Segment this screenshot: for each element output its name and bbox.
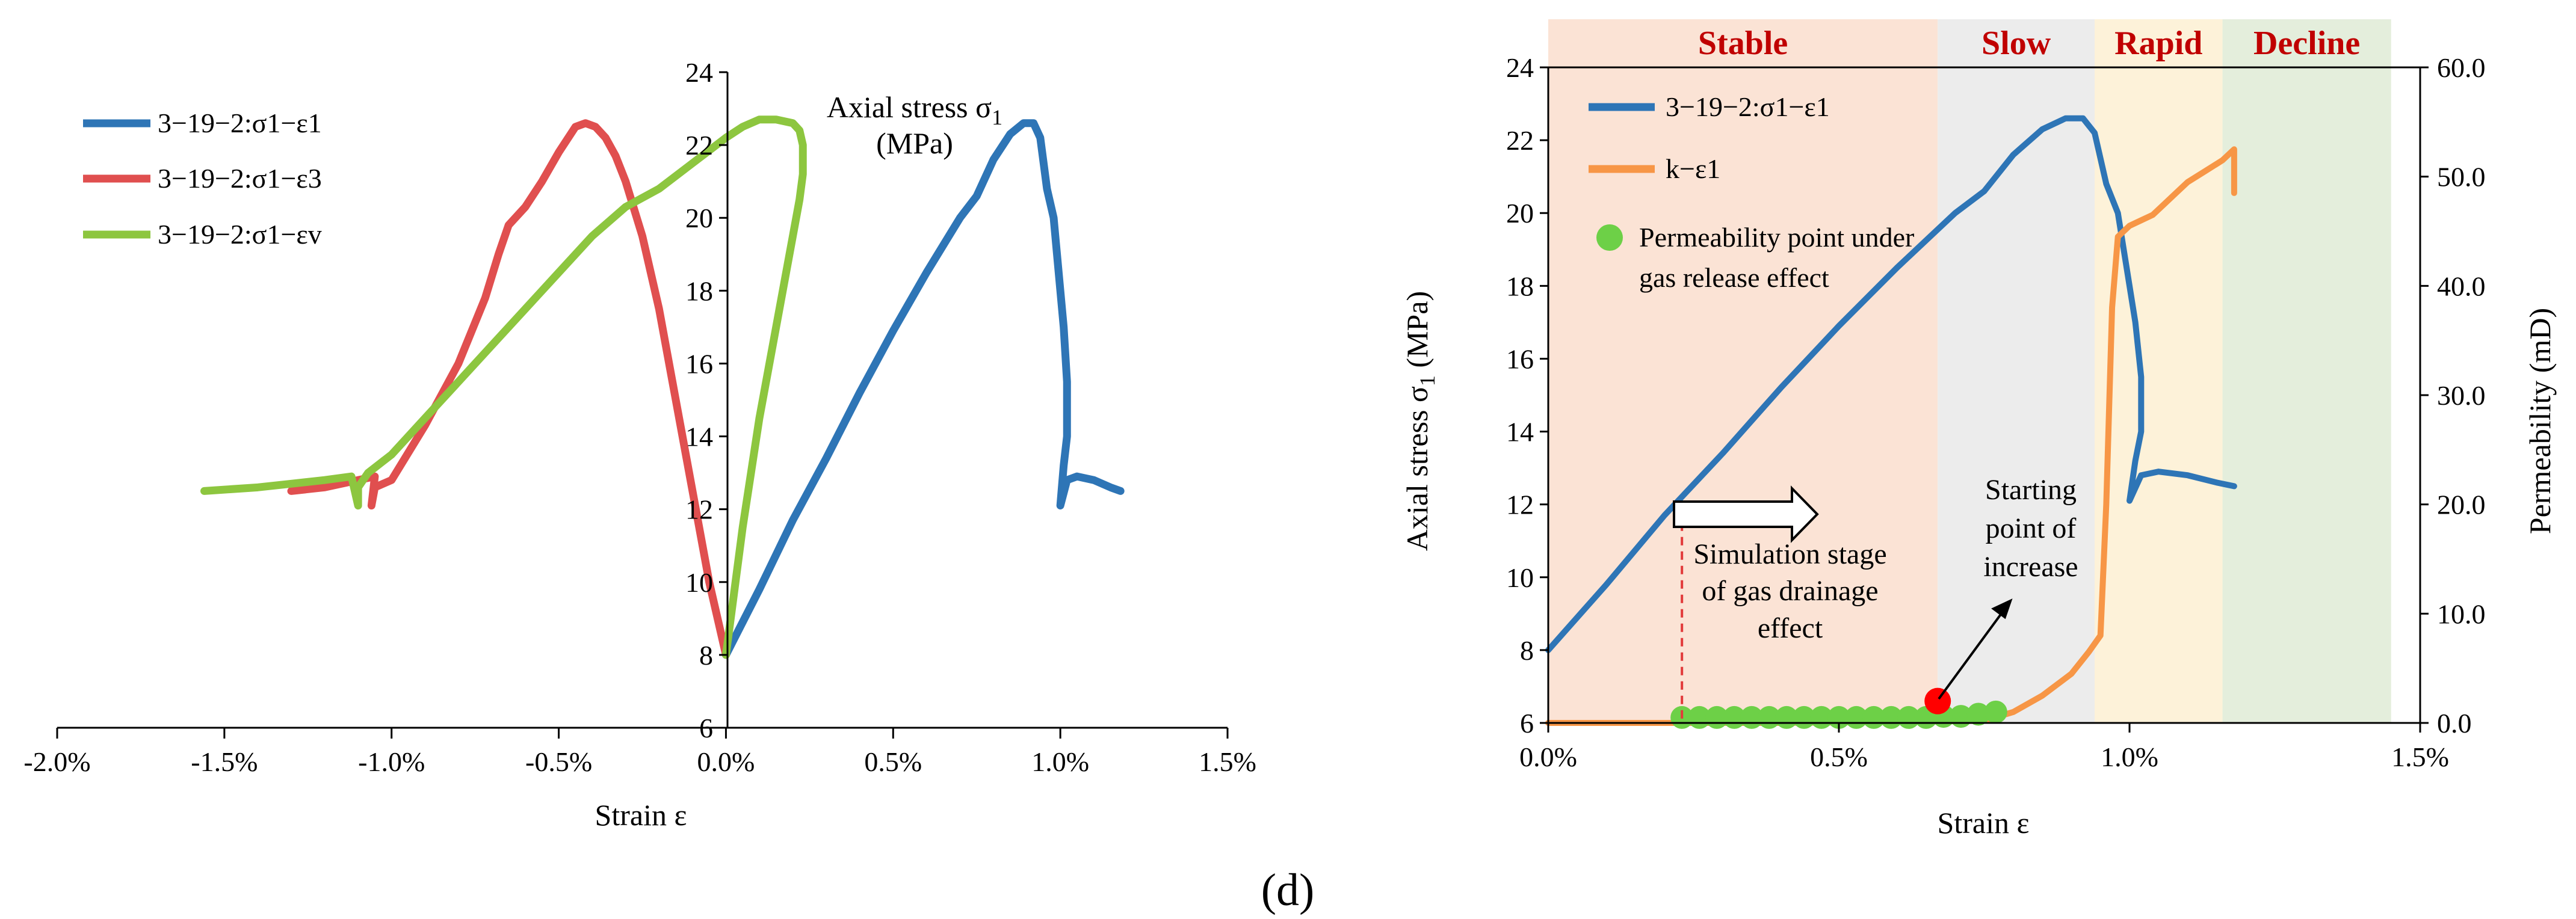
starting-arrow-line (1938, 607, 2006, 700)
stage-label-slow: Slow (1981, 25, 2051, 62)
stage-band-slow (1938, 19, 2095, 723)
left-x-tick-label: -1.5% (191, 746, 258, 777)
left-y-tick-label: 16 (685, 348, 713, 379)
stage-band-rapid (2095, 19, 2223, 723)
right-x-ticks: 0.0% 0.5% 1.0% 1.5% (1519, 723, 2449, 772)
left-y-ticks: 6 8 10 12 14 16 18 20 22 24 (685, 57, 727, 743)
left-y-axis-title-sub: 1 (992, 105, 1002, 129)
left-legend-label-ev: 3−19−2:σ1−εv (158, 219, 322, 250)
right-y-ticks: 6 8 10 12 14 16 18 20 22 24 (1506, 52, 1548, 739)
left-legend: 3−19−2:σ1−ε1 3−19−2:σ1−ε3 3−19−2:σ1−εv (83, 108, 322, 250)
starting-text-2: point of (1986, 512, 2077, 544)
left-y-tick-label: 6 (699, 713, 713, 743)
right-x-tick-label: 1.0% (2101, 742, 2158, 772)
right-y-tick-label: 22 (1506, 125, 1534, 156)
simulation-text-2: of gas drainage (1702, 575, 1878, 607)
left-series-line-3-19-2-1-3 (287, 119, 730, 659)
right-y2-axis-title: Permeability (mD) (2523, 308, 2557, 534)
left-y-tick-label: 10 (685, 567, 713, 598)
starting-arrow-head-icon (1991, 598, 2013, 619)
right-y-tick-label: 16 (1506, 343, 1534, 374)
stage-label-decline: Decline (2253, 25, 2360, 62)
right-legend-marker-points (1596, 224, 1623, 251)
stage-label-rapid: Rapid (2114, 25, 2202, 62)
right-y2-ticks: 0.0 10.0 20.0 30.0 40.0 50.0 60.0 (2420, 52, 2486, 739)
left-y-axis-title-main: Axial stress σ (827, 90, 992, 124)
left-x-tick-label: -2.0% (23, 746, 90, 777)
right-y2-tick-label: 0.0 (2437, 708, 2472, 739)
left-x-tick-label: -1.0% (358, 746, 425, 777)
right-y2-tick-label: 10.0 (2437, 598, 2486, 629)
stage-band-decline (2222, 19, 2391, 723)
right-y2-tick-label: 40.0 (2437, 271, 2486, 301)
left-x-axis-title: Strain ε (595, 798, 687, 832)
left-y-tick-label: 18 (685, 275, 713, 306)
left-x-tick-label: 0.5% (864, 746, 922, 777)
starting-point-marker (1924, 687, 1951, 715)
left-axes (57, 72, 1228, 729)
stage-label-stable: Stable (1698, 25, 1788, 62)
left-series-line-3-19-2-1-v (200, 115, 807, 659)
left-y-axis-title: Axial stress σ1 (827, 90, 1002, 129)
left-x-tick-label: 1.5% (1199, 746, 1256, 777)
right-x-tick-label: 1.5% (2391, 742, 2449, 772)
left-y-tick-label: 14 (685, 422, 713, 452)
right-y-tick-label: 18 (1506, 271, 1534, 301)
left-x-tick-label: 1.0% (1031, 746, 1089, 777)
left-y-tick-label: 24 (685, 57, 713, 88)
right-y2-tick-label: 30.0 (2437, 380, 2486, 411)
right-series-line-3-19-2-1-1 (1545, 115, 2237, 653)
right-legend-label-points-1: Permeability point under (1639, 222, 1914, 253)
starting-text-1: Starting (1985, 474, 2077, 506)
right-y-tick-label: 24 (1506, 52, 1534, 83)
left-y-tick-label: 8 (699, 640, 713, 671)
right-y-axis-title-unit: (MPa) (1400, 291, 1434, 375)
left-legend-label-e3: 3−19−2:σ1−ε3 (158, 163, 322, 194)
right-x-tick-label: 0.0% (1519, 742, 1577, 772)
simulation-arrow-icon (1673, 485, 1819, 543)
right-y-tick-label: 20 (1506, 198, 1534, 229)
simulation-text-1: Simulation stage (1693, 538, 1886, 570)
left-y-tick-label: 12 (685, 494, 713, 525)
stage-band-stable (1548, 19, 1938, 723)
left-x-tick-label: 0.0% (697, 746, 755, 777)
figure-label: (d) (1261, 865, 1315, 915)
right-chart: Stable Slow Rapid Decline 0.0% 0.5% 1.0% 1.5% … (1400, 19, 2557, 840)
simulation-text-3: effect (1758, 612, 1823, 644)
right-stage-bands: Stable Slow Rapid Decline (1548, 19, 2391, 723)
left-y-tick-label: 20 (685, 203, 713, 233)
right-legend-label-e1: 3−19−2:σ1−ε1 (1666, 91, 1830, 122)
left-x-tick-label: -0.5% (525, 746, 592, 777)
right-legend: 3−19−2:σ1−ε1 k−ε1 Permeability point und… (1589, 91, 1914, 293)
right-x-tick-label: 0.5% (1810, 742, 1868, 772)
starting-text-3: increase (1983, 551, 2078, 583)
left-y-axis-title-unit: (MPa) (876, 126, 953, 160)
left-chart: -2.0% -1.5% -1.0% -0.5% 0.0% 0.5% 1.0% 1.5% 6 8 1… (23, 57, 1256, 832)
right-y-tick-label: 6 (1520, 708, 1534, 739)
right-y2-tick-label: 50.0 (2437, 162, 2486, 192)
right-y-tick-label: 14 (1506, 417, 1534, 447)
left-series-line-3-19-2-1-1 (721, 119, 1125, 659)
right-y-tick-label: 12 (1506, 490, 1534, 520)
simulation-annotation: Simulation stage of gas drainage effect (1673, 485, 1887, 723)
starting-point-annotation: Starting point of increase (1938, 474, 2078, 700)
right-y-tick-label: 10 (1506, 562, 1534, 593)
left-series-group (200, 115, 1125, 659)
permeability-point (1966, 702, 1990, 726)
left-x-ticks: -2.0% -1.5% -1.0% -0.5% 0.0% 0.5% 1.0% 1.5% (23, 728, 1256, 777)
right-legend-label-k: k−ε1 (1666, 153, 1720, 184)
right-y-axis-title-main: Axial stress σ (1400, 386, 1434, 551)
left-legend-label-e1: 3−19−2:σ1−ε1 (158, 108, 322, 138)
right-y-axis-title: Axial stress σ1 (MPa) (1400, 291, 1439, 551)
left-y-tick-label: 22 (685, 130, 713, 161)
right-y2-tick-label: 20.0 (2437, 490, 2486, 520)
right-x-axis-title: Strain ε (1938, 806, 2030, 840)
right-legend-label-points-2: gas release effect (1639, 262, 1829, 293)
permeability-point (1984, 700, 2007, 724)
right-y-tick-label: 8 (1520, 635, 1534, 666)
right-y-axis-title-sub: 1 (1415, 375, 1439, 386)
right-y2-tick-label: 60.0 (2437, 52, 2486, 83)
